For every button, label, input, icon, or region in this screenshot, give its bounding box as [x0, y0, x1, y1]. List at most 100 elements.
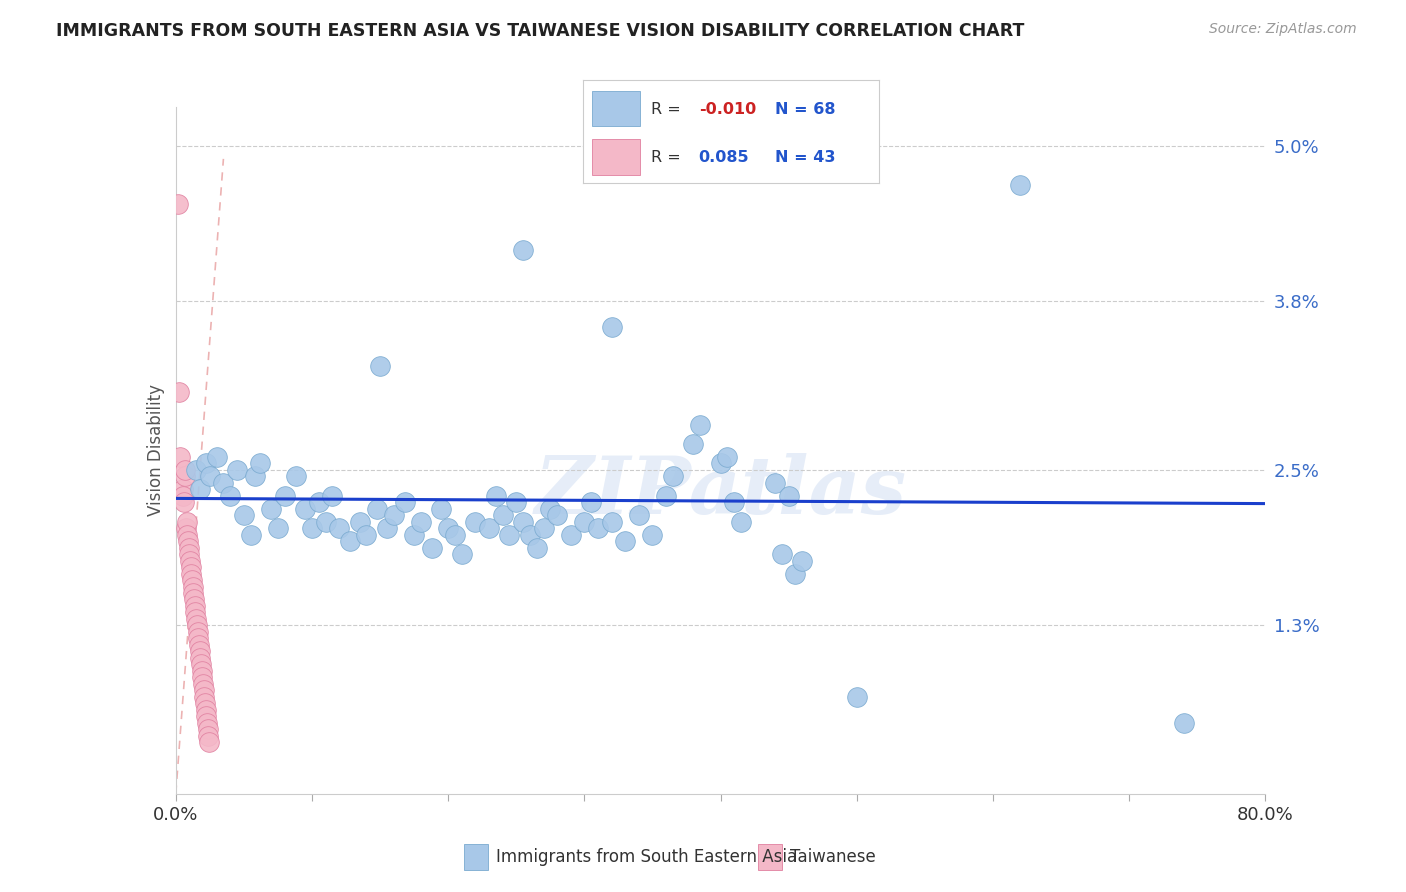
Point — [190, 664, 212, 678]
Point — [177, 541, 200, 555]
Text: R =: R = — [651, 102, 686, 117]
Point — [193, 683, 215, 698]
Point — [315, 515, 337, 529]
Point — [176, 515, 198, 529]
Point — [193, 690, 215, 704]
Point — [172, 489, 194, 503]
Point — [194, 696, 217, 710]
Point — [169, 450, 191, 464]
Point — [339, 534, 361, 549]
Point — [574, 515, 596, 529]
Point — [197, 722, 219, 736]
Point — [505, 495, 527, 509]
Point — [321, 489, 343, 503]
Point — [172, 483, 194, 497]
Point — [464, 515, 486, 529]
Point — [183, 592, 205, 607]
Point — [294, 501, 316, 516]
Text: -0.010: -0.010 — [699, 102, 756, 117]
Point — [792, 553, 814, 567]
Point — [560, 527, 582, 541]
Point — [181, 573, 204, 587]
Point — [538, 501, 561, 516]
Point — [190, 657, 212, 672]
Point — [174, 463, 197, 477]
Point — [205, 450, 228, 464]
Point — [186, 624, 209, 639]
Point — [179, 547, 201, 561]
Point — [187, 638, 209, 652]
Bar — [592, 139, 640, 175]
Point — [437, 521, 460, 535]
Point — [600, 320, 623, 334]
Point — [1010, 178, 1032, 192]
Point — [444, 527, 467, 541]
Point — [179, 553, 201, 567]
Point — [689, 417, 711, 432]
Point — [382, 508, 405, 523]
Point — [188, 644, 211, 658]
Point — [682, 437, 704, 451]
Point — [770, 547, 793, 561]
Point — [232, 508, 254, 523]
Point — [778, 489, 800, 503]
Point — [173, 469, 195, 483]
Text: Taiwanese: Taiwanese — [790, 848, 876, 866]
Point — [349, 515, 371, 529]
Point — [404, 527, 426, 541]
Point — [430, 501, 453, 516]
Point — [627, 508, 650, 523]
Point — [716, 450, 738, 464]
Point — [195, 709, 218, 723]
Point — [450, 547, 472, 561]
Point — [375, 521, 398, 535]
Point — [492, 508, 515, 523]
Point — [662, 469, 685, 483]
Point — [785, 566, 807, 581]
Point — [579, 495, 602, 509]
Point — [356, 527, 378, 541]
Point — [478, 521, 501, 535]
Point — [191, 670, 214, 684]
Point — [394, 495, 416, 509]
Point — [180, 560, 202, 574]
Text: 0.085: 0.085 — [699, 150, 749, 165]
Text: Immigrants from South Eastern Asia: Immigrants from South Eastern Asia — [496, 848, 797, 866]
Point — [512, 515, 534, 529]
Point — [183, 586, 205, 600]
Point — [1173, 715, 1195, 730]
Point — [198, 469, 221, 483]
Text: IMMIGRANTS FROM SOUTH EASTERN ASIA VS TAIWANESE VISION DISABILITY CORRELATION CH: IMMIGRANTS FROM SOUTH EASTERN ASIA VS TA… — [56, 22, 1025, 40]
Point — [420, 541, 443, 555]
Point — [526, 541, 548, 555]
Point — [546, 508, 568, 523]
Bar — [758, 844, 782, 871]
Point — [723, 495, 745, 509]
Text: Source: ZipAtlas.com: Source: ZipAtlas.com — [1209, 22, 1357, 37]
Point — [274, 489, 297, 503]
Point — [845, 690, 868, 704]
Point — [267, 521, 290, 535]
Point — [328, 521, 350, 535]
Bar — [464, 844, 488, 871]
Point — [368, 359, 391, 374]
Point — [174, 521, 197, 535]
Point — [173, 495, 195, 509]
Point — [167, 385, 190, 400]
Point — [191, 677, 214, 691]
Point — [366, 501, 388, 516]
Y-axis label: Vision Disability: Vision Disability — [146, 384, 165, 516]
Text: N = 43: N = 43 — [776, 150, 837, 165]
Point — [188, 483, 211, 497]
Point — [763, 475, 786, 490]
Point — [166, 197, 188, 211]
Point — [409, 515, 432, 529]
Point — [519, 527, 541, 541]
Point — [176, 527, 198, 541]
Point — [184, 606, 207, 620]
Point — [186, 612, 208, 626]
Point — [181, 580, 204, 594]
Point — [243, 469, 266, 483]
Point — [219, 489, 242, 503]
Point — [198, 735, 221, 749]
